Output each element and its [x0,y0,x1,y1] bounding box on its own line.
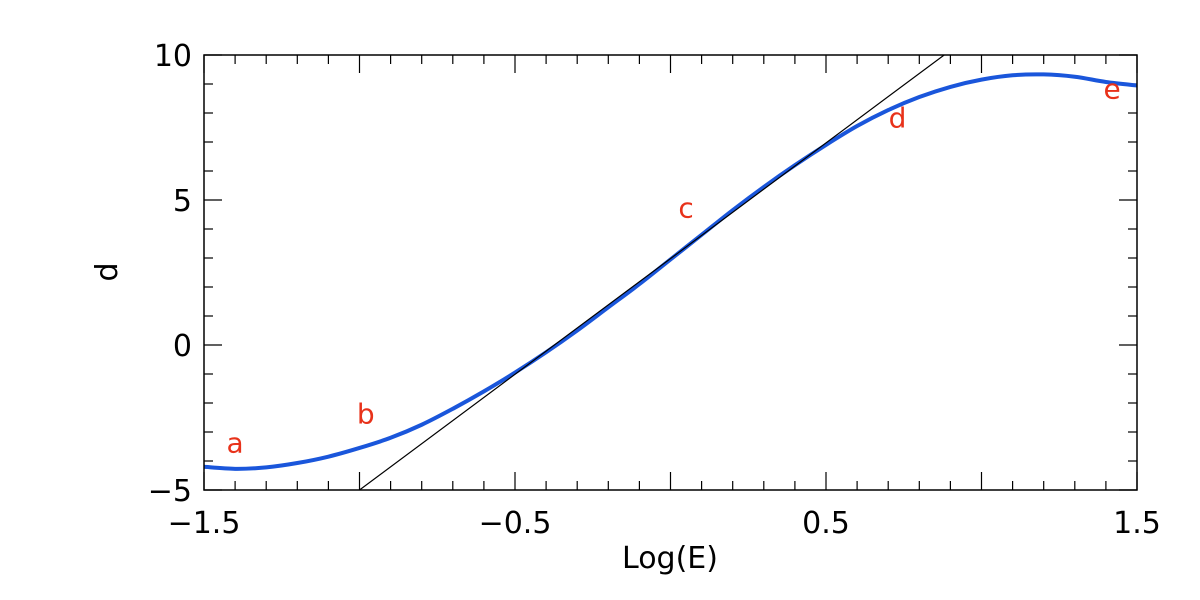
point-label-b: b [357,397,375,430]
x-tick-label: 1.5 [1113,506,1161,541]
curve-series [204,72,1137,471]
axis-ticks [203,54,1138,491]
plot-frame [203,54,1138,491]
point-label-c: c [678,191,693,224]
tick-labels: −1.5 −0.5 0.5 1.5 −5 0 5 10 [148,39,1161,541]
y-axis-title: d [90,262,125,281]
y-tick-label: 10 [154,39,192,74]
point-label-d: d [889,102,907,135]
x-tick-label: 0.5 [802,506,850,541]
y-tick-label: −5 [148,474,192,509]
tangent-line [358,55,945,490]
x-axis-title: Log(E) [622,541,718,576]
series-layer [204,55,1137,490]
y-tick-label: 5 [173,184,192,219]
point-labels: a b c d e [227,73,1121,460]
y-tick-label: 0 [173,329,192,364]
point-label-e: e [1104,73,1121,106]
point-label-a: a [227,426,244,459]
x-tick-label: −1.5 [168,506,241,541]
x-tick-label: −0.5 [479,506,552,541]
